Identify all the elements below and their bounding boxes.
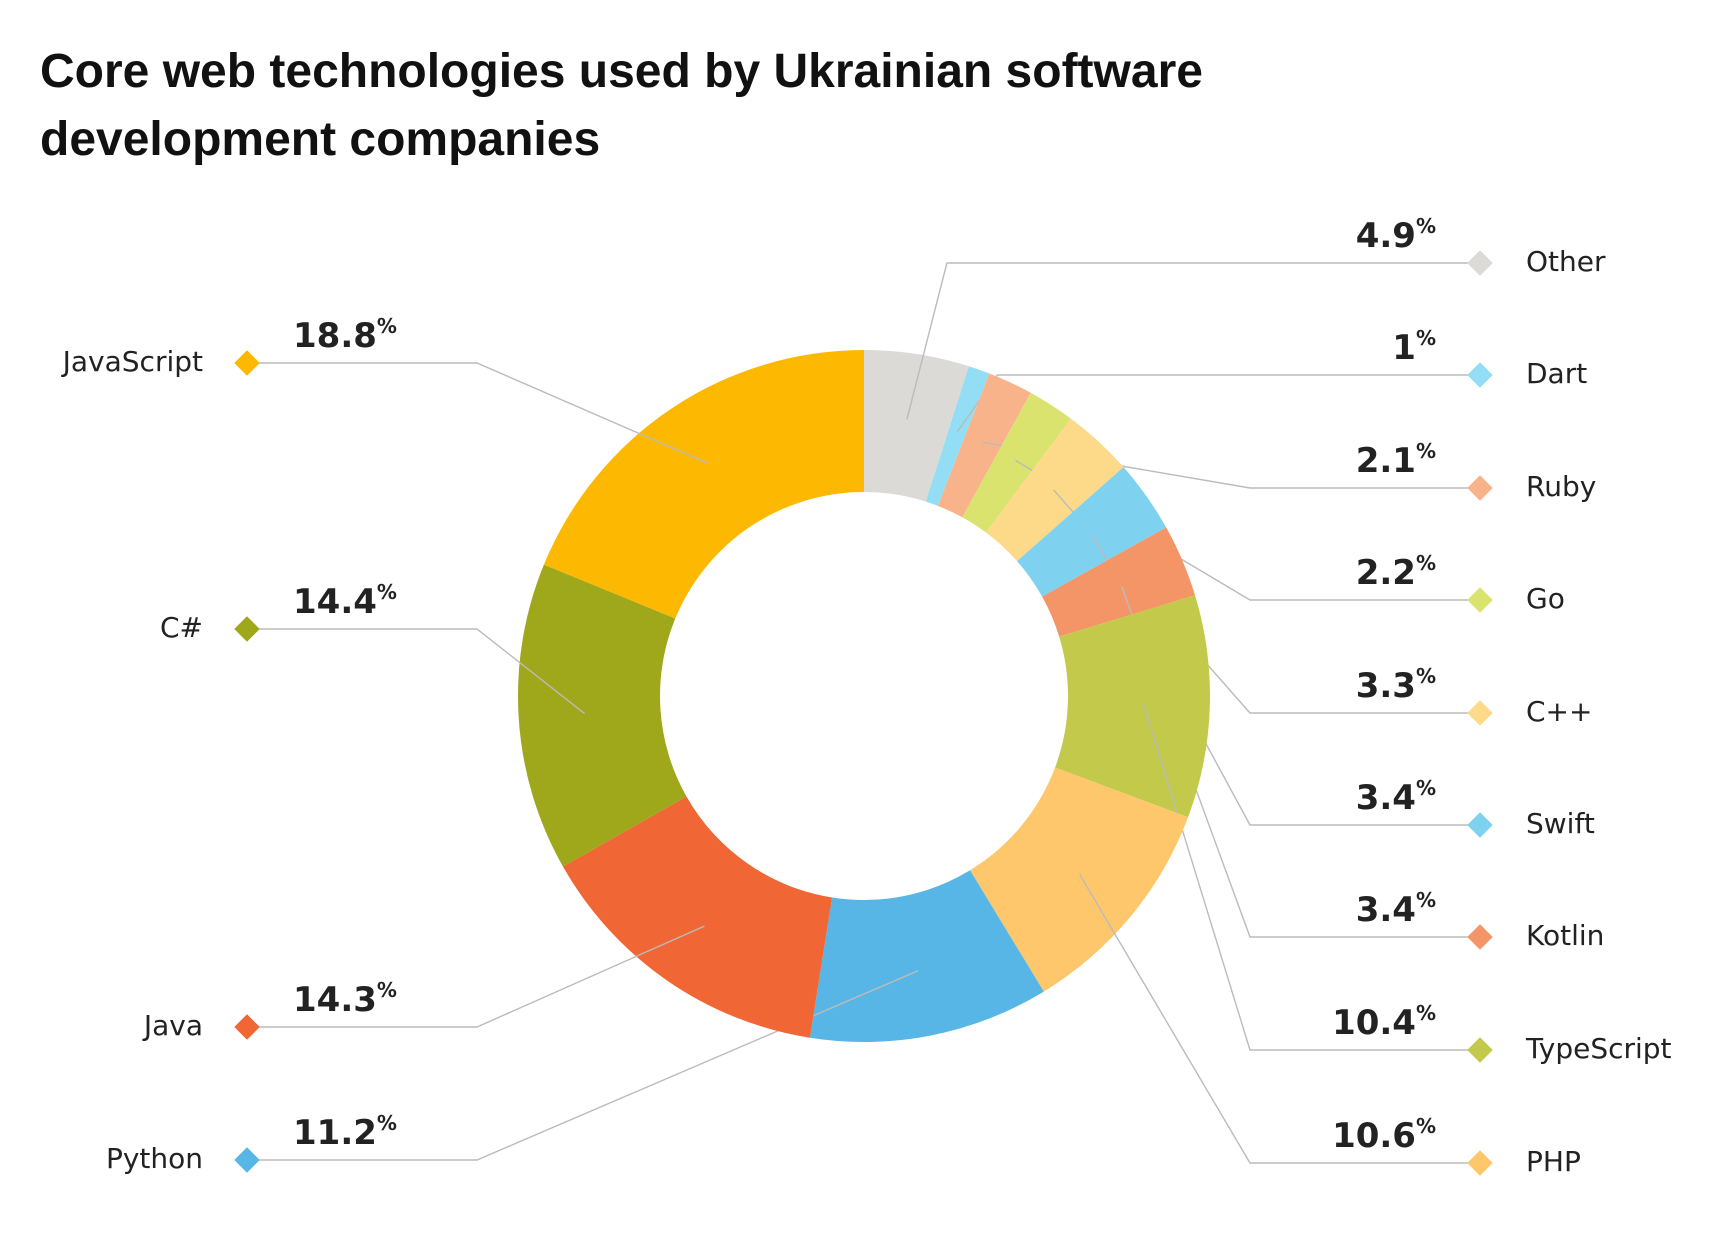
legend-marker (1467, 587, 1493, 613)
legend-marker (234, 616, 260, 642)
value-label: 14.4% (293, 580, 397, 622)
value-label: 14.3% (293, 978, 397, 1020)
chart-title: Core web technologies used by Ukrainian … (40, 45, 1203, 166)
legend-marker (1467, 924, 1493, 950)
category-label: Other (1526, 245, 1606, 278)
value-label: 18.8% (293, 314, 397, 356)
legend-marker (234, 350, 260, 376)
leader-line (956, 374, 1480, 433)
value-label: 3.4% (1356, 776, 1436, 818)
category-label: TypeScript (1525, 1032, 1672, 1065)
donut-slice (562, 796, 833, 1038)
donut-slice (864, 350, 969, 502)
donut-slice (1042, 527, 1196, 637)
donut-slice (809, 870, 1044, 1042)
category-label: JavaScript (61, 345, 203, 378)
leader-line (247, 362, 709, 465)
donut-slice (1055, 595, 1210, 818)
leader-line (1079, 874, 1480, 1164)
category-label: Dart (1526, 357, 1587, 390)
leader-line (247, 970, 919, 1161)
value-label: 10.4% (1332, 1001, 1436, 1043)
value-label: 2.2% (1356, 551, 1436, 593)
category-label: PHP (1526, 1145, 1581, 1178)
legend-marker (1467, 362, 1493, 388)
donut-slice (937, 373, 1031, 518)
category-label: Swift (1526, 807, 1595, 840)
value-label: 2.1% (1356, 439, 1436, 481)
value-label: 4.9% (1356, 214, 1436, 256)
category-label: Java (142, 1009, 203, 1042)
legend-marker (1467, 700, 1493, 726)
legend-marker (234, 1014, 260, 1040)
legend-marker (234, 1147, 260, 1173)
donut-slice (985, 418, 1124, 562)
legend-marker (1467, 1150, 1493, 1176)
category-label: Kotlin (1526, 919, 1604, 952)
donut-slice (925, 366, 990, 506)
donut-slice (970, 767, 1189, 992)
category-label: C++ (1526, 695, 1592, 728)
legend-marker (1467, 812, 1493, 838)
legend-marker (1467, 475, 1493, 501)
value-label: 1% (1392, 326, 1436, 368)
leader-line (247, 925, 705, 1028)
category-label: Ruby (1526, 470, 1596, 503)
value-label: 3.4% (1356, 888, 1436, 930)
value-label: 11.2% (293, 1111, 397, 1153)
donut-slice (543, 350, 864, 619)
value-label: 3.3% (1356, 664, 1436, 706)
donut-slice (1017, 467, 1167, 597)
legend-marker (1467, 250, 1493, 276)
donut-slice (517, 564, 687, 867)
category-label: Go (1526, 582, 1565, 615)
leader-line (906, 262, 1480, 420)
donut-slice (962, 392, 1071, 533)
category-label: Python (106, 1142, 203, 1175)
value-label: 10.6% (1332, 1114, 1436, 1156)
legend-marker (1467, 1037, 1493, 1063)
leader-line (247, 628, 585, 715)
category-label: C# (160, 611, 203, 644)
